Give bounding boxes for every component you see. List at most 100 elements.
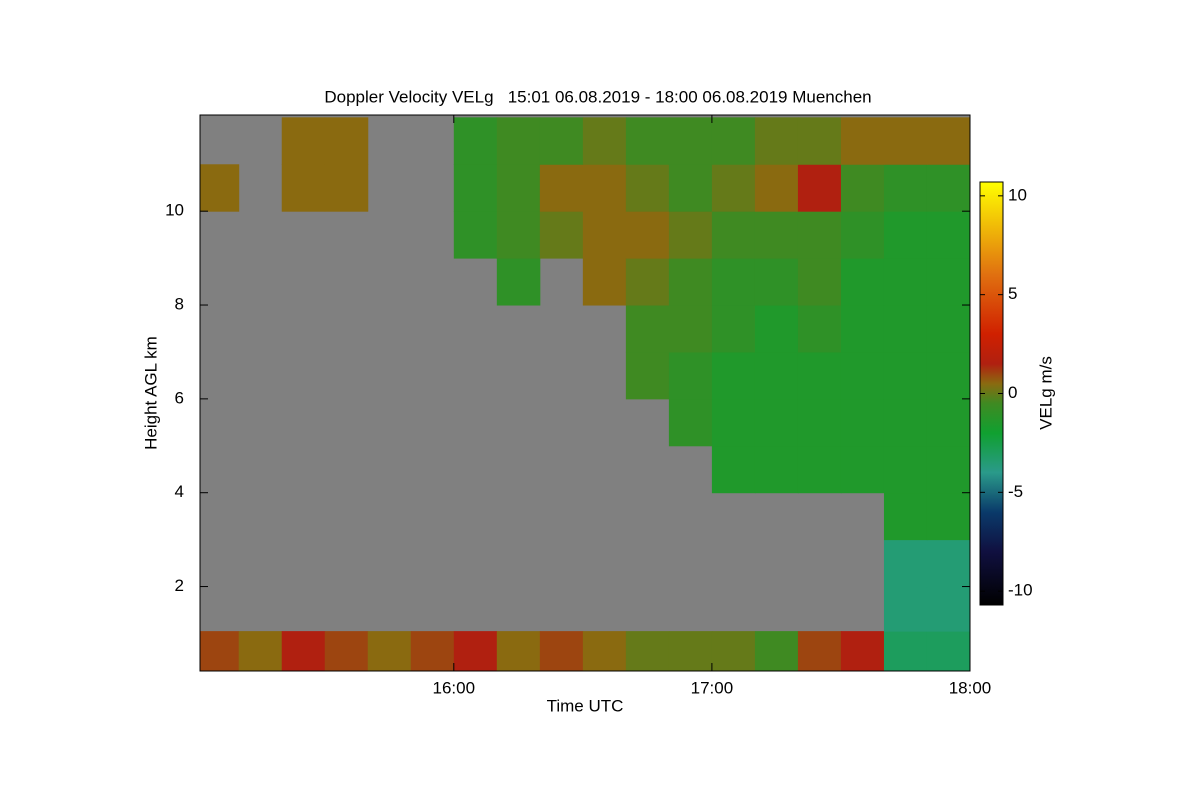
heatmap-cell (539, 164, 584, 212)
heatmap-cell (883, 305, 928, 353)
heatmap-cell (711, 258, 756, 306)
x-tick-label: 18:00 (949, 678, 992, 697)
heatmap-cell (711, 631, 756, 672)
colorbar-tick-label: -5 (1008, 482, 1023, 501)
heatmap-cell (840, 398, 885, 447)
x-tick-label: 16:00 (433, 678, 476, 697)
heatmap-cell (324, 117, 369, 165)
y-tick-label: 10 (165, 201, 184, 220)
heatmap-cell (797, 164, 842, 212)
heatmap-cell (453, 117, 498, 165)
heatmap-cell (324, 631, 369, 672)
colorbar-tick-label: 10 (1008, 185, 1027, 204)
colorbar-label: VELg m/s (1036, 356, 1055, 430)
heatmap-cell (711, 305, 756, 353)
heatmap-cell (754, 445, 799, 494)
heatmap-cell (625, 258, 670, 306)
heatmap-cell (200, 631, 240, 672)
heatmap-cell (926, 631, 971, 672)
y-tick-label: 4 (175, 482, 184, 501)
heatmap-cell (797, 398, 842, 447)
heatmap-cell (883, 492, 928, 541)
heatmap-cell (926, 445, 971, 494)
heatmap-cell (668, 305, 713, 353)
heatmap-cell (539, 631, 584, 672)
heatmap-cell (883, 631, 928, 672)
heatmap-cell (926, 351, 971, 400)
heatmap-cell (582, 211, 627, 259)
heatmap-cell (200, 164, 240, 212)
heatmap-cell (496, 211, 541, 259)
heatmap-cell (754, 398, 799, 447)
heatmap-cell (539, 117, 584, 165)
heatmap-cell (797, 305, 842, 353)
x-axis-label: Time UTC (547, 696, 624, 715)
heatmap-cell (668, 351, 713, 400)
heatmap-cell (625, 211, 670, 259)
heatmap-cell (840, 305, 885, 353)
heatmap-cell (797, 351, 842, 400)
heatmap-cell (754, 164, 799, 212)
heatmap-cell (926, 117, 971, 165)
heatmap-cell (840, 211, 885, 259)
heatmap-cell (926, 586, 971, 632)
heatmap-cell (883, 351, 928, 400)
heatmap-cell (711, 164, 756, 212)
heatmap-cell (711, 117, 756, 165)
heatmap-cell (754, 351, 799, 400)
heatmap-cell (668, 117, 713, 165)
heatmap (200, 115, 971, 672)
heatmap-cell (539, 211, 584, 259)
heatmap-cell (625, 117, 670, 165)
heatmap-cell (496, 117, 541, 165)
heatmap-cell (840, 164, 885, 212)
heatmap-cell (453, 631, 498, 672)
heatmap-cell (582, 164, 627, 212)
heatmap-cell (754, 211, 799, 259)
heatmap-cell (625, 164, 670, 212)
heatmap-cell (926, 398, 971, 447)
heatmap-cell (582, 117, 627, 165)
colorbar-tick-label: -10 (1008, 581, 1033, 600)
heatmap-cell (668, 398, 713, 447)
heatmap-cell (711, 351, 756, 400)
colorbar-tick-label: 0 (1008, 383, 1017, 402)
heatmap-cell (625, 351, 670, 400)
heatmap-cell (926, 539, 971, 588)
heatmap-cell (883, 164, 928, 212)
heatmap-cell (754, 258, 799, 306)
y-tick-label: 2 (175, 576, 184, 595)
heatmap-cell (496, 164, 541, 212)
heatmap-cell (238, 631, 283, 672)
heatmap-cell (883, 445, 928, 494)
heatmap-cell (926, 211, 971, 259)
heatmap-cell (883, 117, 928, 165)
heatmap-cell (926, 164, 971, 212)
heatmap-cell (840, 631, 885, 672)
heatmap-cell (453, 211, 498, 259)
heatmap-cell (281, 117, 326, 165)
heatmap-cell (840, 351, 885, 400)
heatmap-cell (883, 211, 928, 259)
heatmap-cell (582, 258, 627, 306)
heatmap-cell (711, 398, 756, 447)
heatmap-cell (668, 164, 713, 212)
heatmap-cell (625, 305, 670, 353)
heatmap-cell (453, 164, 498, 212)
heatmap-cell (840, 117, 885, 165)
heatmap-cell (410, 631, 455, 672)
chart-title: Doppler Velocity VELg 15:01 06.08.2019 -… (324, 87, 871, 106)
heatmap-cell (926, 258, 971, 306)
heatmap-cell (711, 211, 756, 259)
heatmap-cell (926, 492, 971, 541)
heatmap-cell (668, 211, 713, 259)
heatmap-cell (625, 631, 670, 672)
heatmap-cell (840, 445, 885, 494)
heatmap-cell (883, 258, 928, 306)
heatmap-cell (797, 258, 842, 306)
heatmap-cell (883, 398, 928, 447)
heatmap-cell (754, 305, 799, 353)
y-tick-label: 6 (175, 388, 184, 407)
heatmap-cell (797, 631, 842, 672)
